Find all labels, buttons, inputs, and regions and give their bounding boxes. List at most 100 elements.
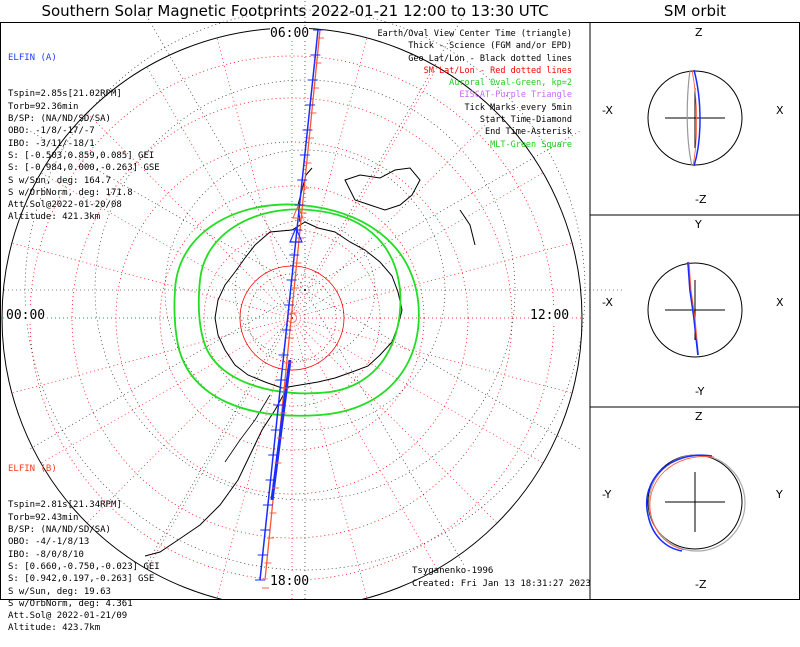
orbit-layer [645,69,746,552]
legend-item: Auroral Oval-Green, kp=2 [449,78,572,89]
geo-meridian [304,289,466,568]
sm-meridian [216,37,293,319]
sm-meridian [40,172,293,319]
elfin_a-line: Altitude: 421.3km [8,212,101,223]
orbit-path-a [687,261,699,356]
panel1-top-label: Z [695,26,703,39]
panel2-top-label: Y [695,218,702,231]
orbit-path-a [645,454,713,552]
sm-meridian [291,317,544,464]
panel3-bottom-label: -Z [695,578,707,591]
geo-meridian [304,12,466,291]
sm-meridian [291,317,498,524]
panel2-bottom-label: -Y [695,385,705,398]
legend-item: MLT-Green Square [490,139,572,150]
legend: Earth/Oval View Center Time (triangle) Th… [378,28,572,151]
model-credit: Tsyganenko-1996 [412,566,494,576]
elfin_a-line: OBO: -1/8/-17/-7 [8,126,95,137]
legend-item: Geo Lat/Lon - Black dotted lines [408,53,572,64]
elfin_a-line: S: [-0.984,0.000,-0.263] GSE [8,163,160,174]
elfin_b-line: OBO: -4/-1/8/13 [8,537,90,548]
auroral-oval-inner [197,208,402,395]
geo-meridian [27,289,306,451]
geo-meridian [304,289,583,451]
panel1-bottom-label: -Z [695,193,707,206]
panel1-right-label: X [776,104,784,117]
geo-meridian [304,129,583,291]
orbit-path-b [688,261,698,341]
elfin_b-line: Att.Sol@ 2022-01-21/09 [8,611,128,622]
legend-item: End Time-Asterisk [485,127,572,138]
orbit-path-a [693,69,701,167]
sm-meridian [216,317,293,599]
australia-coastline [344,167,421,211]
panel2-left-label: -X [602,296,613,309]
elfin_b-line: Altitude: 423.7km [8,623,101,634]
south-america-coastline [144,391,286,557]
sm-meridian [11,242,293,319]
sm-orbit-title: SM orbit [663,2,727,20]
elfin-a-info: ELFIN (A) Tspin=2.85s[21.02RPM] Torb=92.3… [8,27,160,236]
legend-item: SM Lat/Lon - Red dotted lines [423,65,572,76]
elfin-a-lines: Tspin=2.85s[21.02RPM] Torb=92.36min B/SP: … [8,88,160,223]
legend-item: Earth/Oval View Center Time (triangle) [377,29,572,39]
panel3-left-label: -Y [602,488,612,501]
elfin_a-line: S w/OrbNorm, deg: 171.8 [8,187,133,198]
elfin_a-line: IBO: -3/11/-18/1 [8,138,95,149]
sm-meridian [291,66,438,319]
panel3-right-label: Y [776,488,783,501]
panel1-left-label: -X [602,104,613,117]
clock-label-left: 00:00 [6,308,46,323]
elfin_b-line: S w/Sun, deg: 19.63 [8,586,111,597]
earth-circle [647,262,743,358]
legend-item: Start Time-Diamond [479,115,572,126]
sm-meridian [291,317,368,599]
elfin_b-line: S: [0.942,0.197,-0.263] GSE [8,574,155,585]
antarctica-coastline [214,221,403,389]
sm-meridian [291,37,368,319]
nz-coastline [459,209,476,246]
south-america-coastline [224,394,271,463]
orbit-path-b [691,69,698,167]
orbit-path-b [649,456,715,551]
geo-meridian [27,129,306,291]
elfin_a-line: S: [-0.503,0.859,0.085] GEI [8,150,155,161]
map-layer [0,0,625,600]
page-title: Southern Solar Magnetic Footprints 2022-… [41,2,549,20]
sm-meridian [11,317,293,394]
elfin_b-line: S: [0.660,-0.750,-0.023] GEI [8,561,160,572]
elfin_b-line: B/SP: (NA/ND/SD/SA) [8,525,111,536]
legend-item: EISCAT-Purple Triangle [459,90,572,101]
sm-meridian [86,112,293,319]
sm-meridian [291,317,573,394]
elfin_b-line: IBO: -8/0/8/10 [8,549,84,560]
view-center-triangle-b [292,204,304,219]
clock-label-top: 06:00 [270,26,310,41]
sm-meridian [291,172,544,319]
orbit-path-gray [648,454,746,552]
legend-item: Thick - Science (FGM and/or EPD) [408,41,572,52]
geo-lat-ring [94,79,516,501]
panel2-right-label: X [776,296,784,309]
elfin_b-line: Torb=92.43min [8,512,79,523]
elfin-a-science-segment [270,359,292,501]
elfin_b-line: Tspin=2.81s[21.34RPM] [8,500,122,511]
legend-item: Tick Marks every 5min [464,102,572,113]
view-center-triangle [289,226,303,243]
geo-meridian [144,289,306,568]
elfin_a-line: B/SP: (NA/ND/SD/SA) [8,114,111,125]
orbit-path-gray [686,69,693,167]
elfin_a-line: S w/Sun, deg: 164.7 [8,175,111,186]
elfin-b-info: ELFIN (B) Tspin=2.81s[21.34RPM] Torb=92.4… [8,438,160,647]
elfin_a-line: Att.Sol@2022-01-20/08 [8,200,122,211]
clock-label-right: 12:00 [530,308,570,323]
elfin-b-lines: Tspin=2.81s[21.34RPM] Torb=92.43min B/SP: … [8,499,160,634]
panel3-top-label: Z [695,410,703,423]
sm-meridian [146,317,293,570]
created-timestamp: Created: Fri Jan 13 18:31:27 2023 [412,579,591,589]
elfin-b-name: ELFIN (B) [8,463,57,474]
sm-meridian [146,66,293,319]
sm-meridian [86,317,293,524]
clock-label-bottom: 18:00 [270,574,310,589]
sm-meridian [291,242,573,319]
